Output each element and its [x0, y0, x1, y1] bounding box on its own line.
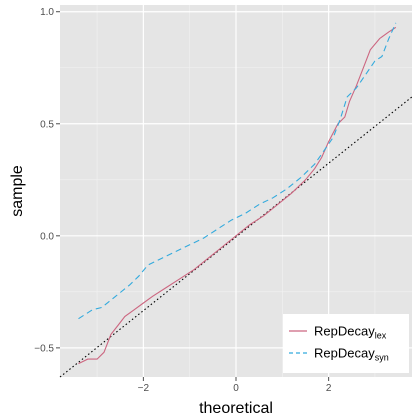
series-line-lex — [78, 26, 397, 365]
legend-box — [283, 314, 409, 373]
series-line-syn — [78, 22, 397, 320]
legend-label-syn: RepDecaysyn — [314, 346, 389, 363]
y-tick-label: −0.5 — [34, 343, 54, 354]
x-tick-label: −2 — [138, 383, 150, 394]
axis-ticks: −2 0 2 −0.5 0.0 0.5 1.0 — [34, 7, 332, 394]
series-layer — [78, 22, 397, 365]
y-tick-label: 1.0 — [40, 7, 54, 18]
x-axis-title: theoretical — [199, 400, 273, 417]
x-tick-label: 0 — [233, 383, 239, 394]
y-axis-title: sample — [9, 165, 26, 217]
legend: RepDecaylex RepDecaysyn — [283, 314, 409, 373]
reference-line — [59, 96, 413, 378]
legend-label-lex: RepDecaylex — [314, 324, 387, 341]
x-tick-label: 2 — [326, 383, 332, 394]
y-tick-label: 0.0 — [40, 231, 54, 242]
y-tick-label: 0.5 — [40, 119, 54, 130]
reference-line-layer — [59, 96, 413, 378]
